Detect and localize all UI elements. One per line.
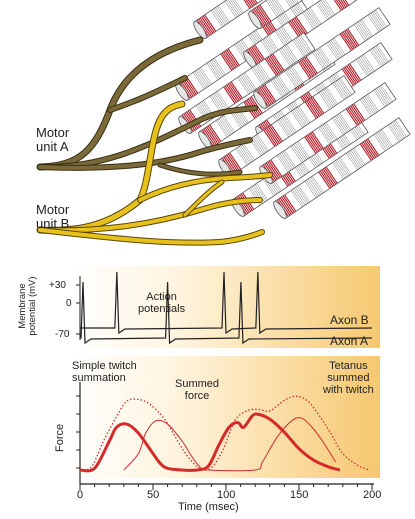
motor-unit-b-label-line2: unit B [36,216,70,232]
motor-unit-b-axon [36,100,273,246]
simple-twitch-line2: summation [72,372,126,385]
muscle-fiber [193,0,264,39]
muscle-fiber [218,75,356,177]
tetanus-line3: with twitch [323,384,374,397]
force-y-ticks [76,395,80,469]
motor-unit-a-axon [36,36,258,177]
twitch-force-thin-curve [123,417,336,472]
annotation-line1: Action [146,291,177,303]
simple-twitch-line1: Simple twitch [72,360,137,372]
twitch-force-thick-curve [79,412,341,473]
muscle-fibers [175,0,411,219]
x-tick-label: 50 [147,489,160,501]
motor-unit-a-label: Motor unit A [36,125,70,155]
x-tick-label: 100 [217,489,236,501]
membrane-potential-ylabel: Membrane potential (mV) [17,268,39,344]
tetanus-line1: Tetanus [329,360,368,372]
force-curves [79,395,370,473]
simple-twitch-annotation: Simple twitch summation [72,360,137,384]
muscle-fiber [253,7,391,109]
tick-minus70: -70 [55,329,70,340]
motor-unit-b-label: Motor unit B [36,202,70,232]
x-tick-label: 200 [363,489,382,501]
membrane-potential-axis [76,276,81,340]
x-tick-label: 0 [77,489,84,501]
muscle-fiber [259,82,397,184]
x-axis-label: Time (msec) [178,501,239,513]
muscle-fiber [273,117,411,219]
summed-force-dotted-curve [79,395,370,471]
summed-force-line2: force [184,390,210,403]
motor-unit-b-label-line1: Motor [36,202,70,217]
tetanus-line2: summed [327,372,370,385]
annotation-line2: potentials [138,303,186,316]
x-tick-label: 150 [290,489,309,501]
ylabel-line2: potential (mV) [27,276,39,336]
axon-b-trace [80,271,373,335]
action-potentials-annotation: Action potentials [138,291,185,315]
muscle-fiber [248,0,304,29]
tick-zero: 0 [66,298,72,309]
axon-a-label: Axon A [330,334,369,348]
force-axes [79,382,374,485]
axon-a-trace [80,281,373,345]
tick-plus30: +30 [49,280,66,291]
axon-b-label: Axon B [330,313,369,327]
summed-force-annotation: Summed force [175,378,219,402]
muscle-fiber [243,0,358,69]
force-panel [68,356,380,478]
action-potential-panel [72,266,380,348]
tetanus-annotation: Tetanus summed with twitch [323,360,374,396]
motor-unit-a-label-line2: unit A [36,139,69,155]
motor-unit-a-label-line1: Motor [36,125,70,140]
force-ylabel: Force [54,423,66,452]
x-axis-ticks [79,484,373,490]
summed-force-line1: Summed [175,378,220,390]
